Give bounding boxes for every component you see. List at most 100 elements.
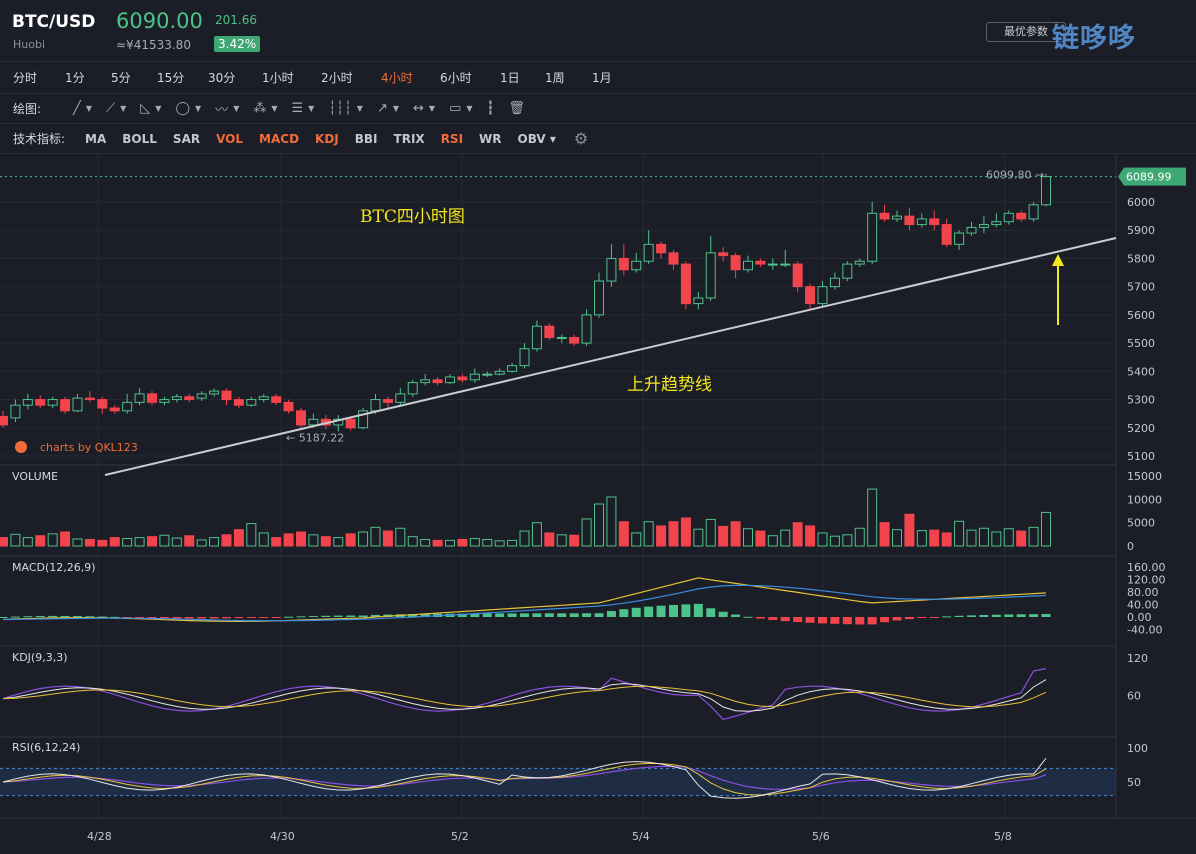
macd-histogram-bar xyxy=(35,616,45,618)
indicator-toggle[interactable]: KDJ xyxy=(315,131,339,146)
macd-histogram-bar xyxy=(768,617,778,620)
macd-histogram-bar xyxy=(85,616,95,618)
fib-tool-icon[interactable]: ☰ ▼ xyxy=(291,101,315,116)
candle-body xyxy=(296,410,306,426)
candle-body xyxy=(705,252,716,299)
pair-name: BTC/USD xyxy=(12,12,96,32)
last-price: 6090.00 xyxy=(116,9,203,33)
candle-body xyxy=(432,379,443,384)
macd-histogram-bar xyxy=(892,617,902,621)
candle-body xyxy=(10,404,21,419)
settings-gear-icon[interactable]: ⚙ xyxy=(573,129,589,148)
interval-tab[interactable]: 1周 xyxy=(545,71,565,85)
macd-histogram-bar xyxy=(805,617,815,623)
interval-tab[interactable]: 15分 xyxy=(157,71,185,85)
volume-bar xyxy=(929,529,940,547)
indicator-toggle[interactable]: OBV ▾ xyxy=(517,131,556,146)
annotation-trendline: 上升趋势线 xyxy=(627,375,712,395)
volume-bar xyxy=(457,538,468,547)
macd-histogram-bar xyxy=(271,617,281,618)
arrow-tool-icon[interactable]: ↗ ▼ xyxy=(376,101,400,116)
trend-line xyxy=(104,237,1117,476)
macd-histogram-bar xyxy=(197,617,207,619)
interval-tab[interactable]: 1小时 xyxy=(262,71,294,85)
indicator-toggle[interactable]: BOLL xyxy=(122,131,157,146)
volume-bar xyxy=(829,535,840,547)
interval-tab[interactable]: 5分 xyxy=(111,71,131,85)
candle-body xyxy=(1016,212,1027,220)
macd-histogram-bar xyxy=(147,617,157,618)
macd-histogram-bar xyxy=(991,614,1001,617)
macd-histogram-bar xyxy=(606,611,616,617)
volume-bar xyxy=(345,533,356,547)
macd-histogram-bar xyxy=(346,615,356,617)
indicator-toggle[interactable]: VOL xyxy=(216,131,244,146)
annotation-arrowhead xyxy=(1052,254,1064,266)
indicator-toggle[interactable]: WR xyxy=(479,131,502,146)
text-tool-icon[interactable]: ▭ ▼ xyxy=(449,101,473,116)
volume-bar xyxy=(507,539,518,547)
candle-body xyxy=(978,224,989,228)
volume-tick-label: 5000 xyxy=(1127,517,1155,530)
indicator-toggle[interactable]: RSI xyxy=(440,131,464,146)
candle-body xyxy=(221,390,232,401)
candle-body xyxy=(482,373,493,376)
macd-histogram-bar xyxy=(793,617,803,623)
volume-bar xyxy=(196,539,207,547)
macd-histogram-bar xyxy=(23,616,33,618)
macd-histogram-bar xyxy=(830,617,840,624)
date-tick-label: 5/4 xyxy=(632,830,650,843)
volume-bar xyxy=(320,536,331,547)
candle-body xyxy=(556,336,567,339)
measure-tool-icon[interactable]: ↔ ▼ xyxy=(413,101,436,116)
interval-tab[interactable]: 分时 xyxy=(13,71,38,85)
circle-tool-icon[interactable]: ◯ ▼ xyxy=(175,101,202,116)
indicator-label: 技术指标: xyxy=(13,132,66,146)
interval-tab[interactable]: 2小时 xyxy=(321,71,353,85)
candlestick-chart[interactable]: 6000 5900 5800 5700 5600 5500 5400 5300 5200 5100… xyxy=(0,155,1196,854)
volume-tick-label: 0 xyxy=(1127,540,1134,553)
line-tool-icon[interactable]: ╱ ▼ xyxy=(73,101,93,116)
volume-bar xyxy=(718,525,729,547)
rsi-tick-label: 50 xyxy=(1127,776,1141,789)
triangle-tool-icon[interactable]: ◺ ▼ xyxy=(140,101,162,116)
candle-body xyxy=(72,397,83,412)
date-tick-label: 5/8 xyxy=(994,830,1012,843)
indicator-toggle[interactable]: BBI xyxy=(354,131,378,146)
candle-body xyxy=(867,212,878,262)
macd-tick-label: 120.00 xyxy=(1127,574,1166,587)
indicator-toggle[interactable]: MA xyxy=(85,131,107,146)
candle-body xyxy=(97,399,108,409)
wave-tool-icon[interactable]: 〰 ▼ xyxy=(215,103,240,118)
volume-bar xyxy=(544,532,555,547)
interval-tab[interactable]: 1分 xyxy=(65,71,85,85)
gann-tool-icon[interactable]: ┆┆┆ ▼ xyxy=(328,101,363,116)
drawing-toolbar: 绘图: ╱ ▼ ⟋ ▼ ◺ ▼ ◯ ▼ 〰 ▼ ⁂ ▼ ☰ ▼ ┆┆┆ ▼ ↗ ▼ ↔ ▼ ▭ ▼ ┇… xyxy=(0,94,1196,124)
interval-tab[interactable]: 6小时 xyxy=(440,71,472,85)
trash-icon[interactable]: 🗑 xyxy=(508,101,525,116)
candle-body xyxy=(544,325,555,338)
indicator-toggle[interactable]: TRIX xyxy=(393,131,425,146)
volume-bar xyxy=(10,533,21,547)
volume-bar xyxy=(780,529,791,547)
ray-tool-icon[interactable]: ⟋ ▼ xyxy=(106,101,127,116)
candle-body xyxy=(507,365,518,372)
interval-tab[interactable]: 1月 xyxy=(592,71,612,85)
indicator-toggle[interactable]: SAR xyxy=(172,131,201,146)
optimal-params-button[interactable]: 最优参数 xyxy=(986,22,1066,42)
price-tick-label: 5200 xyxy=(1127,422,1155,435)
macd-histogram-bar xyxy=(818,617,827,624)
macd-histogram-bar xyxy=(880,617,890,623)
macd-histogram-bar xyxy=(855,617,865,625)
pattern-tool-icon[interactable]: ⁂ ▼ xyxy=(253,101,278,116)
volume-bar xyxy=(494,540,505,547)
indicator-toggle[interactable]: MACD xyxy=(259,131,300,146)
macd-histogram-bar xyxy=(619,609,629,617)
volume-bar xyxy=(581,518,592,547)
interval-tab[interactable]: 4小时 xyxy=(381,71,413,85)
interval-tab[interactable]: 30分 xyxy=(208,71,236,85)
volume-bar xyxy=(705,518,716,547)
interval-tab[interactable]: 1日 xyxy=(500,71,520,85)
candle-body xyxy=(420,379,431,384)
candle-tool-icon[interactable]: ┇ xyxy=(486,101,495,116)
